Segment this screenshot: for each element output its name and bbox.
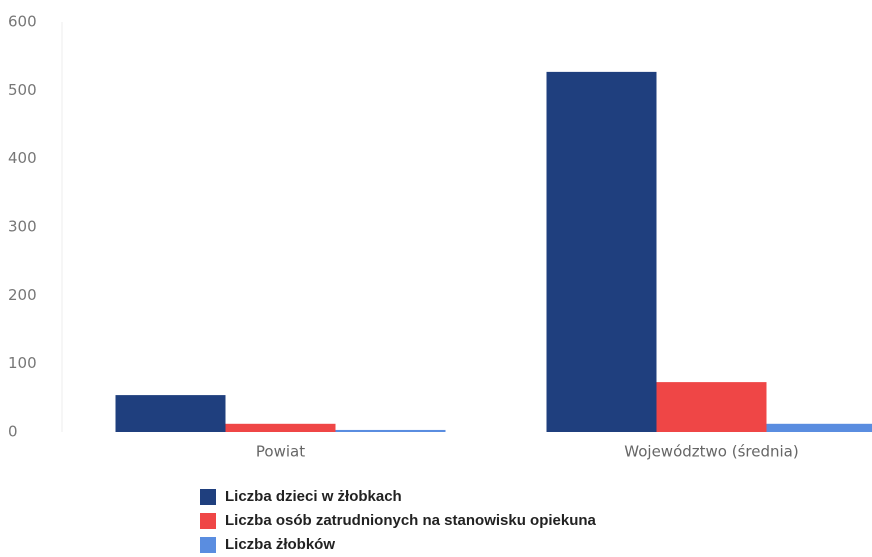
x-tick-label: Województwo (średnia) bbox=[624, 443, 798, 461]
y-tick-label: 100 bbox=[8, 354, 37, 372]
y-tick-label: 200 bbox=[8, 286, 37, 304]
y-tick-label: 400 bbox=[8, 149, 37, 167]
legend-swatch bbox=[200, 489, 216, 505]
legend-label: Liczba żłobków bbox=[225, 536, 335, 553]
bar bbox=[546, 71, 657, 432]
bar bbox=[766, 423, 872, 432]
y-tick-label: 0 bbox=[8, 423, 18, 441]
bar bbox=[115, 395, 226, 432]
legend-label: Liczba dzieci w żłobkach bbox=[225, 488, 402, 505]
legend-swatch bbox=[200, 537, 216, 553]
bar bbox=[225, 423, 336, 432]
bar bbox=[335, 429, 446, 432]
bar bbox=[656, 382, 767, 432]
legend-swatch bbox=[200, 513, 216, 529]
x-tick-label: Powiat bbox=[256, 443, 305, 461]
y-tick-label: 500 bbox=[8, 81, 37, 99]
y-tick-label: 300 bbox=[8, 218, 37, 236]
legend-label: Liczba osób zatrudnionych na stanowisku … bbox=[225, 512, 597, 529]
y-tick-label: 600 bbox=[8, 13, 37, 31]
